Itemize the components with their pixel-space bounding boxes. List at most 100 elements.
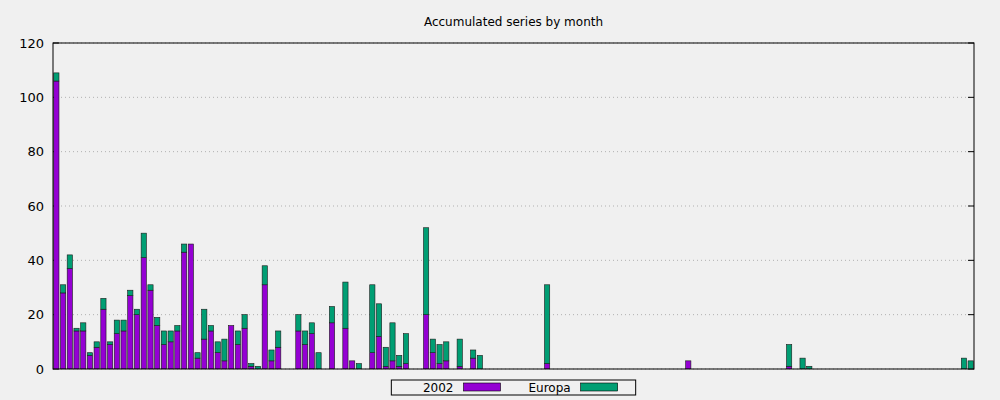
bar [787,345,792,367]
bar [302,345,307,369]
bar [316,353,321,369]
bar [343,328,348,369]
bar [302,331,307,345]
bar [390,361,395,369]
tick-label: 120 [19,36,44,51]
tick-label: 80 [27,144,44,159]
bar [423,228,428,315]
bar [235,345,240,369]
bar [54,81,59,369]
bar [101,298,106,309]
bar [128,296,133,369]
bar [309,334,314,369]
bar [208,331,213,369]
bar [276,347,281,369]
bar [87,355,92,369]
tick-label: 100 [19,90,44,105]
bar [269,350,274,361]
bar [74,328,79,331]
legend-box [391,380,635,395]
bar [202,309,207,339]
bar [370,285,375,353]
bar [215,353,220,369]
bar [444,361,449,369]
chart: 020406080100120Accumulated series by mon… [0,0,1000,400]
bar [403,364,408,369]
bar [215,342,220,353]
bar [430,353,435,369]
tick-label: 40 [27,253,44,268]
bar [376,304,381,337]
bar [202,339,207,369]
bar [208,326,213,331]
bar [296,331,301,369]
bar [276,331,281,347]
bar [229,325,234,326]
legend-swatch [464,383,501,391]
bar [800,358,805,369]
bar [121,331,126,369]
legend-label: Europa [529,381,571,395]
bar [471,358,476,369]
bar [437,364,442,369]
bar [67,255,72,269]
bar [175,326,180,331]
bar [397,355,402,366]
bar [108,345,113,369]
plot-frame [53,43,974,369]
bar [195,358,200,369]
bar [181,252,186,369]
bar [309,323,314,334]
bar [242,315,247,329]
bar [94,347,99,369]
bar [141,258,146,369]
bar [423,315,428,369]
legend-swatch [581,383,618,391]
bar [188,244,193,369]
bar [390,323,395,361]
bar [141,233,146,257]
bar [161,345,166,369]
bar [296,315,301,331]
bar [188,244,193,245]
bar [81,331,86,369]
bar [444,342,449,361]
bar [148,285,153,290]
bar [67,268,72,369]
bar [370,353,375,369]
bar [329,307,334,323]
bar [262,285,267,369]
bars [54,73,974,369]
bar [87,353,92,356]
bar [968,361,973,369]
grid-line [53,97,974,98]
bar [329,323,334,369]
bar [437,345,442,364]
bar [269,361,274,369]
legend-label: 2002 [423,381,454,395]
bar [544,364,549,369]
bar [155,317,160,325]
legend: 2002 Europa [391,380,635,395]
bar [134,315,139,369]
bar [181,244,186,252]
bar [249,364,254,367]
bar [686,360,691,361]
bar [114,320,119,334]
bar [350,361,355,369]
bar [961,358,966,369]
bar [430,339,435,353]
title: Accumulated series by month [424,15,603,29]
bar [168,342,173,369]
tick-label: 0 [36,362,44,377]
bar [195,353,200,358]
bar [121,320,126,331]
bar [168,331,173,342]
bar [108,342,113,345]
bar [457,339,462,366]
tick-mark [968,260,974,261]
bar [222,339,227,361]
bar [94,342,99,347]
bar [148,290,153,369]
bar [101,309,106,369]
